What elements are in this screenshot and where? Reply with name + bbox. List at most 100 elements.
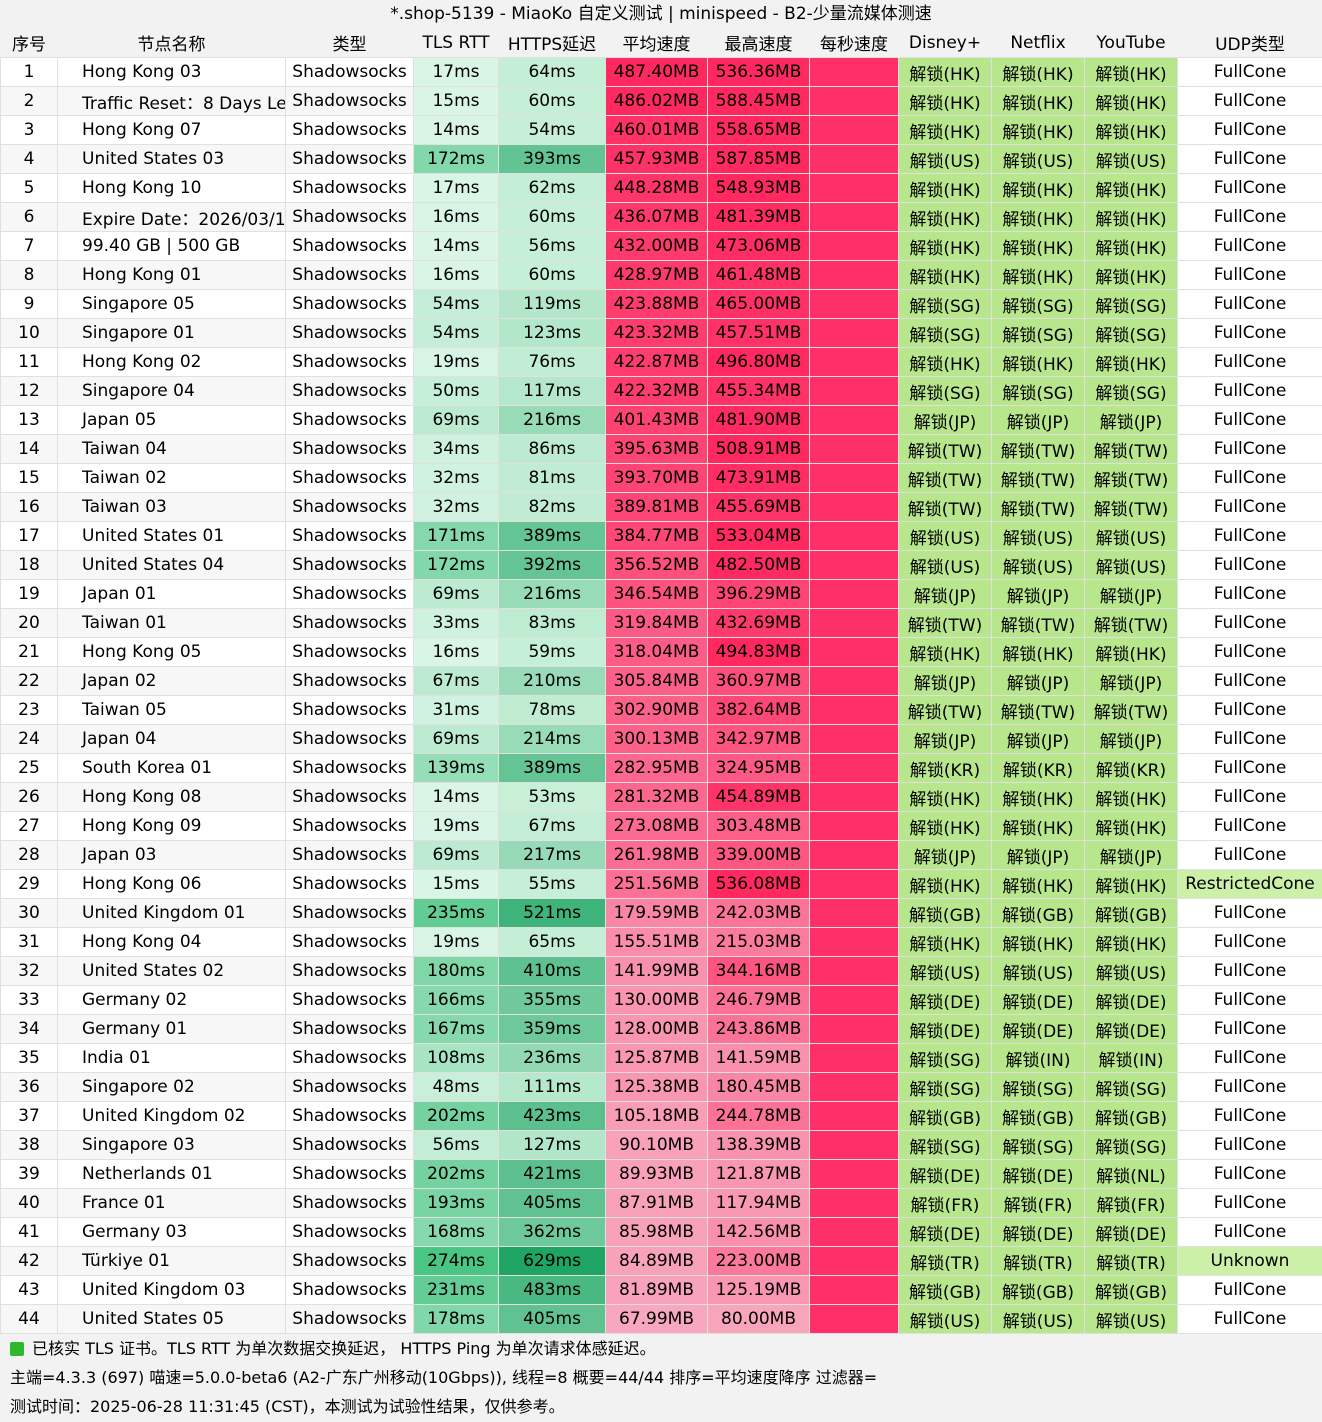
disney: 解锁(DE) xyxy=(898,1159,992,1189)
disney: 解锁(TW) xyxy=(898,608,992,638)
tls-rtt: 54ms xyxy=(413,289,499,319)
index: 25 xyxy=(0,753,58,783)
avg-speed: 423.32MB xyxy=(605,318,708,348)
youtube: 解锁(HK) xyxy=(1084,57,1178,87)
speed-sparkline xyxy=(809,463,899,493)
tls-rtt: 167ms xyxy=(413,1014,499,1044)
youtube: 解锁(JP) xyxy=(1084,724,1178,754)
avg-speed: 356.52MB xyxy=(605,550,708,580)
netflix: 解锁(JP) xyxy=(991,666,1085,696)
node-name: Hong Kong 08 xyxy=(57,782,286,812)
column-header: 序号 xyxy=(0,28,58,58)
avg-speed: 81.89MB xyxy=(605,1275,708,1305)
avg-speed: 384.77MB xyxy=(605,521,708,551)
avg-speed: 432.00MB xyxy=(605,231,708,261)
node-name: United States 05 xyxy=(57,1304,286,1334)
data-row: 42 Türkiye 01 Shadowsocks 274ms 629ms 84.89MB… xyxy=(0,1246,1322,1276)
udp-type: FullCone xyxy=(1177,782,1322,812)
index: 1 xyxy=(0,57,58,87)
speed-sparkline xyxy=(809,724,899,754)
udp-type: FullCone xyxy=(1177,985,1322,1015)
tls-rtt: 31ms xyxy=(413,695,499,725)
index: 9 xyxy=(0,289,58,319)
tls-rtt: 202ms xyxy=(413,1101,499,1131)
index: 27 xyxy=(0,811,58,841)
udp-type: FullCone xyxy=(1177,695,1322,725)
https-latency: 521ms xyxy=(498,898,606,928)
tls-rtt: 172ms xyxy=(413,144,499,174)
youtube: 解锁(US) xyxy=(1084,550,1178,580)
max-speed: 461.48MB xyxy=(707,260,810,290)
type: Shadowsocks xyxy=(285,1159,414,1189)
netflix: 解锁(HK) xyxy=(991,202,1085,232)
footer-text: 已核实 TLS 证书。TLS RTT 为单次数据交换延迟， HTTPS Ping… xyxy=(32,1339,656,1358)
https-latency: 56ms xyxy=(498,231,606,261)
footer-line: 主端=4.3.3 (697) 喵速=5.0.0-beta6 (A2-广东广州移动… xyxy=(0,1363,1322,1392)
type: Shadowsocks xyxy=(285,840,414,870)
tls-rtt: 14ms xyxy=(413,231,499,261)
tls-rtt: 202ms xyxy=(413,1159,499,1189)
tls-rtt: 108ms xyxy=(413,1043,499,1073)
tls-rtt: 69ms xyxy=(413,405,499,435)
youtube: 解锁(US) xyxy=(1084,1304,1178,1334)
type: Shadowsocks xyxy=(285,1130,414,1160)
data-row: 14 Taiwan 04 Shadowsocks 34ms 86ms 395.63MB 50… xyxy=(0,434,1322,464)
data-row: 15 Taiwan 02 Shadowsocks 32ms 81ms 393.70MB 47… xyxy=(0,463,1322,493)
avg-speed: 401.43MB xyxy=(605,405,708,435)
max-speed: 432.69MB xyxy=(707,608,810,638)
data-row: 12 Singapore 04 Shadowsocks 50ms 117ms 422.32… xyxy=(0,376,1322,406)
disney: 解锁(KR) xyxy=(898,753,992,783)
type: Shadowsocks xyxy=(285,231,414,261)
type: Shadowsocks xyxy=(285,1188,414,1218)
youtube: 解锁(JP) xyxy=(1084,579,1178,609)
data-row: 11 Hong Kong 02 Shadowsocks 19ms 76ms 422.87M… xyxy=(0,347,1322,377)
udp-type: FullCone xyxy=(1177,231,1322,261)
disney: 解锁(FR) xyxy=(898,1188,992,1218)
node-name: France 01 xyxy=(57,1188,286,1218)
disney: 解锁(US) xyxy=(898,956,992,986)
https-latency: 119ms xyxy=(498,289,606,319)
netflix: 解锁(TW) xyxy=(991,695,1085,725)
type: Shadowsocks xyxy=(285,869,414,899)
node-name: Japan 03 xyxy=(57,840,286,870)
https-latency: 54ms xyxy=(498,115,606,145)
type: Shadowsocks xyxy=(285,898,414,928)
data-row: 35 India 01 Shadowsocks 108ms 236ms 125.87MB 1… xyxy=(0,1043,1322,1073)
speed-sparkline xyxy=(809,521,899,551)
type: Shadowsocks xyxy=(285,1304,414,1334)
disney: 解锁(HK) xyxy=(898,115,992,145)
disney: 解锁(JP) xyxy=(898,724,992,754)
index: 20 xyxy=(0,608,58,638)
udp-type: FullCone xyxy=(1177,1101,1322,1131)
avg-speed: 395.63MB xyxy=(605,434,708,464)
node-name: United Kingdom 03 xyxy=(57,1275,286,1305)
udp-type: FullCone xyxy=(1177,1043,1322,1073)
youtube: 解锁(GB) xyxy=(1084,898,1178,928)
udp-type: FullCone xyxy=(1177,1304,1322,1334)
avg-speed: 422.32MB xyxy=(605,376,708,406)
footer-line: 测试时间：2025-06-28 11:31:45 (CST)，本测试为试验性结果… xyxy=(0,1392,1322,1421)
disney: 解锁(US) xyxy=(898,144,992,174)
type: Shadowsocks xyxy=(285,173,414,203)
max-speed: 142.56MB xyxy=(707,1217,810,1247)
netflix: 解锁(HK) xyxy=(991,57,1085,87)
udp-type: FullCone xyxy=(1177,1217,1322,1247)
speed-sparkline xyxy=(809,492,899,522)
udp-type: FullCone xyxy=(1177,1130,1322,1160)
node-name: United Kingdom 01 xyxy=(57,898,286,928)
node-name: Traffic Reset：8 Days Left xyxy=(57,86,286,116)
tls-rtt: 19ms xyxy=(413,811,499,841)
type: Shadowsocks xyxy=(285,347,414,377)
udp-type: FullCone xyxy=(1177,608,1322,638)
data-row: 7 99.40 GB | 500 GB Shadowsocks 14ms 56ms 432… xyxy=(0,231,1322,261)
speed-sparkline xyxy=(809,927,899,957)
max-speed: 339.00MB xyxy=(707,840,810,870)
speed-sparkline xyxy=(809,608,899,638)
header-row: 序号 节点名称 类型 TLS RTT HTTPS延迟 平均速度 最高速度 每秒速度 Disney… xyxy=(0,28,1322,58)
tls-rtt: 19ms xyxy=(413,927,499,957)
https-latency: 65ms xyxy=(498,927,606,957)
avg-speed: 89.93MB xyxy=(605,1159,708,1189)
index: 15 xyxy=(0,463,58,493)
speed-sparkline xyxy=(809,1304,899,1334)
netflix: 解锁(US) xyxy=(991,521,1085,551)
